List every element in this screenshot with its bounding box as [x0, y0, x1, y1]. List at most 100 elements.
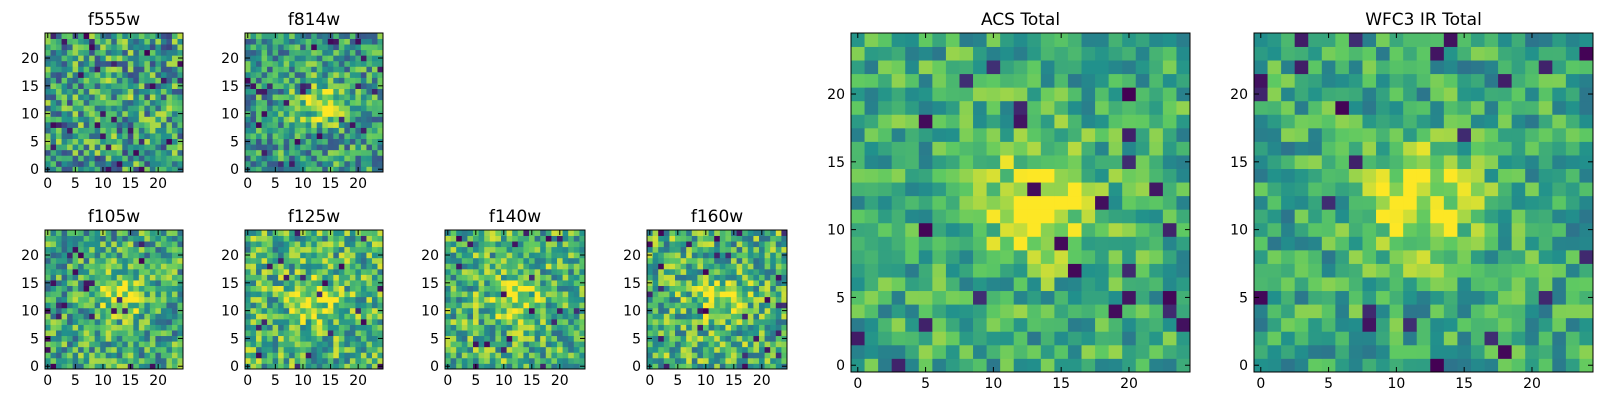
heatmap-cell	[278, 55, 285, 62]
heatmap-cell	[261, 160, 268, 167]
heatmap-cell	[1552, 195, 1567, 210]
heatmap-cell	[891, 155, 906, 169]
heatmap-cell	[512, 241, 519, 248]
heatmap-cell	[891, 331, 906, 346]
heatmap-cell	[127, 246, 134, 253]
heatmap-cell	[94, 341, 101, 348]
heatmap-cell	[294, 33, 301, 39]
heatmap-cell	[283, 71, 290, 78]
heatmap-cell	[1122, 127, 1137, 142]
heatmap-cell	[377, 246, 384, 253]
heatmap-cell	[1122, 290, 1137, 305]
heatmap-cell	[759, 318, 765, 325]
heatmap-cell	[736, 235, 743, 242]
heatmap-cell	[680, 246, 687, 253]
heatmap-cell	[245, 341, 251, 348]
heatmap-cell	[1122, 100, 1137, 115]
heatmap-cell	[278, 94, 285, 101]
heatmap-cell	[523, 302, 530, 309]
heatmap-cell	[1484, 182, 1499, 197]
heatmap-cell	[250, 363, 257, 370]
heatmap-cell	[89, 105, 96, 112]
heatmap-cell	[658, 230, 665, 236]
heatmap-cell	[294, 307, 301, 314]
heatmap-cell	[133, 44, 140, 51]
heatmap-cell	[338, 121, 345, 128]
heatmap-cell	[781, 357, 788, 364]
heatmap-cell	[781, 330, 788, 337]
heatmap-cell	[1281, 358, 1296, 373]
heatmap-cell	[377, 99, 384, 106]
heatmap-cell	[267, 155, 273, 162]
heatmap-cell	[945, 46, 960, 61]
heatmap-cell	[116, 77, 123, 84]
heatmap-cell	[50, 160, 57, 167]
heatmap-cell	[697, 330, 704, 337]
heatmap-cell	[83, 88, 90, 95]
heatmap-cell	[918, 304, 933, 319]
heatmap-cell	[986, 100, 1001, 115]
heatmap-cell	[742, 241, 749, 248]
heatmap-cell	[1135, 236, 1150, 251]
y-tick-label: 20	[21, 51, 39, 67]
heatmap-cell	[50, 60, 57, 67]
heatmap-cell	[67, 307, 73, 314]
heatmap-cell	[283, 252, 290, 259]
heatmap-cell	[501, 318, 507, 325]
heatmap-cell	[61, 105, 68, 112]
heatmap-cell	[568, 241, 575, 248]
heatmap-cell	[484, 246, 491, 253]
heatmap-cell	[759, 324, 765, 331]
y-tick-label: 10	[21, 107, 39, 123]
heatmap-cell	[122, 346, 129, 353]
heatmap-cell	[138, 280, 145, 286]
heatmap-cell	[83, 307, 90, 314]
heatmap-cell	[905, 331, 920, 346]
heatmap-cell	[1013, 358, 1028, 373]
heatmap-cell	[250, 230, 257, 236]
heatmap-cell	[366, 330, 373, 337]
heatmap-cell	[1149, 290, 1164, 305]
heatmap-cell	[742, 263, 749, 270]
heatmap-cell	[50, 49, 57, 56]
heatmap-cell	[478, 274, 485, 281]
heatmap-cell	[986, 236, 1001, 251]
heatmap-cell	[1054, 127, 1069, 142]
heatmap-cell	[289, 291, 296, 298]
heatmap-cell	[122, 252, 129, 259]
heatmap-cell	[316, 296, 323, 303]
heatmap-cell	[669, 246, 676, 253]
heatmap-cell	[322, 155, 329, 162]
heatmap-cell	[100, 307, 107, 314]
heatmap-cell	[905, 168, 920, 183]
heatmap-cell	[770, 252, 777, 259]
heatmap-cell	[945, 182, 960, 197]
heatmap-cell	[1108, 331, 1123, 346]
heatmap-cell	[467, 324, 474, 331]
heatmap-cell	[371, 357, 378, 364]
heatmap-cell	[371, 71, 378, 78]
heatmap-cell	[122, 313, 129, 320]
heatmap-cell	[1135, 277, 1150, 292]
heatmap-cell	[56, 99, 62, 106]
heatmap-cell	[250, 291, 257, 298]
heatmap-cell	[83, 280, 90, 286]
heatmap-cell	[272, 352, 279, 359]
heatmap-cell	[89, 313, 96, 320]
heatmap-cell	[278, 280, 285, 286]
heatmap-cell	[261, 66, 268, 73]
heatmap-cell	[89, 268, 96, 275]
heatmap-cell	[1511, 209, 1526, 224]
heatmap-cell	[245, 285, 251, 292]
heatmap-cell	[272, 268, 279, 275]
heatmap-cell	[83, 110, 90, 117]
heatmap-cell	[160, 246, 167, 253]
heatmap-cell	[138, 155, 145, 162]
heatmap-cell	[50, 235, 57, 242]
heatmap-cell	[461, 296, 468, 303]
heatmap-cell	[1162, 344, 1177, 359]
heatmap-cell	[360, 324, 367, 331]
heatmap-cell	[1054, 60, 1069, 75]
heatmap-cell	[333, 133, 340, 140]
heatmap-cell	[1000, 33, 1015, 47]
